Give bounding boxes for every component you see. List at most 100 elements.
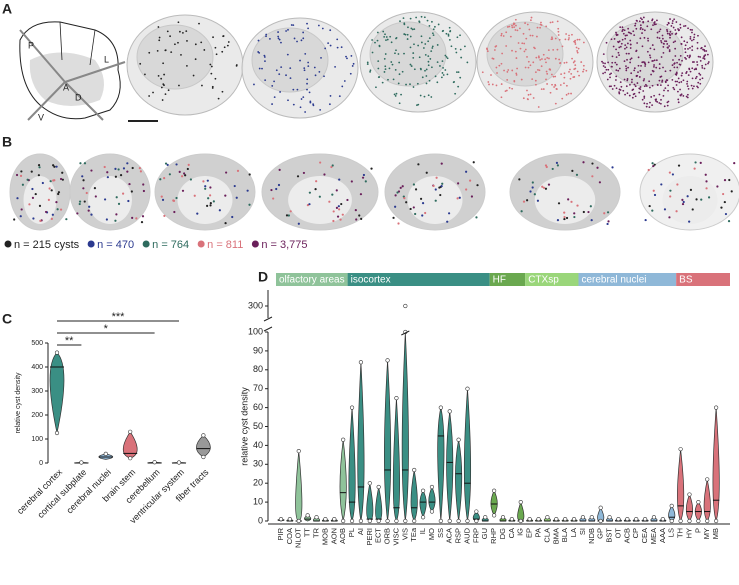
cyst-dot: [554, 102, 557, 105]
cyst-dot: [314, 188, 317, 191]
cyst-dot: [526, 199, 529, 202]
cyst-dot: [395, 92, 398, 95]
cyst-dot: [225, 171, 228, 174]
cyst-dot: [412, 86, 415, 88]
cyst-dot: [658, 79, 661, 82]
x-tick-label: AOB: [338, 528, 347, 544]
cyst-dot: [430, 50, 433, 52]
cyst-dot: [82, 187, 85, 190]
cyst-dot: [394, 205, 397, 208]
cyst-dot: [390, 41, 393, 44]
cyst-dot: [407, 26, 409, 29]
cyst-dot: [576, 38, 579, 41]
cyst-dot: [277, 35, 280, 38]
cyst-dot: [648, 204, 651, 208]
point: [669, 503, 674, 508]
cyst-dot: [447, 34, 450, 37]
cyst-dot: [523, 50, 526, 53]
cyst-dot: [542, 88, 545, 90]
cyst-dot: [509, 35, 512, 38]
cyst-dot: [674, 40, 677, 43]
cyst-dot: [697, 55, 700, 58]
cyst-dot: [157, 26, 160, 28]
point: [341, 518, 346, 524]
slice: [534, 176, 596, 224]
cyst-dot: [384, 65, 387, 68]
cyst-dot: [138, 167, 141, 170]
cyst-dot: [551, 21, 554, 24]
legend-label: n = 811: [207, 239, 243, 251]
y-tick-label: 100: [248, 326, 263, 336]
cyst-dot: [662, 46, 665, 48]
x-tick-label: MY: [702, 528, 711, 539]
cyst-dot: [432, 34, 435, 37]
cyst-dot: [707, 61, 710, 63]
cyst-dot: [401, 185, 404, 188]
point: [607, 515, 612, 520]
point: [589, 515, 594, 520]
cyst-dot: [680, 81, 683, 83]
cyst-dot: [180, 53, 182, 56]
cyst-dot: [641, 45, 644, 48]
cyst-dot: [533, 46, 535, 49]
cyst-dot: [611, 55, 614, 58]
cyst-dot: [431, 47, 434, 49]
cyst-dot: [649, 101, 651, 104]
cyst-dot: [296, 175, 300, 178]
cyst-dot: [434, 75, 437, 78]
point: [385, 518, 390, 524]
cyst-dot: [332, 219, 335, 223]
point: [358, 360, 364, 365]
cyst-dot: [653, 193, 657, 197]
cyst-dot: [223, 46, 226, 49]
cyst-dot: [139, 62, 142, 65]
cyst-dot: [44, 210, 48, 214]
cyst-dot: [59, 177, 63, 181]
cyst-dot: [331, 193, 334, 196]
cyst-dot: [723, 200, 726, 204]
cyst-dot: [651, 18, 654, 21]
cyst-dot: [194, 58, 197, 61]
cyst-dot: [459, 48, 462, 51]
axis-letter: L: [104, 54, 109, 64]
axis-letter: D: [75, 92, 82, 102]
cyst-dot: [613, 84, 616, 87]
cyst-dot: [448, 38, 451, 41]
cyst-dot: [672, 41, 675, 44]
cyst-dot: [561, 45, 564, 48]
cyst-dot: [457, 71, 460, 74]
cyst-dot: [672, 26, 675, 29]
cyst-dot: [542, 53, 545, 56]
cyst-dot: [695, 68, 698, 71]
cyst-dot: [557, 27, 560, 30]
x-tick-label: SS: [436, 528, 445, 538]
cyst-dot: [506, 79, 509, 81]
cyst-dot: [678, 81, 681, 84]
cyst-dot: [515, 24, 517, 27]
cyst-dot: [303, 69, 306, 72]
cyst-dot: [563, 76, 566, 79]
cyst-dot: [371, 51, 374, 54]
cyst-dot: [679, 54, 682, 57]
cyst-dot: [664, 81, 667, 84]
cyst-dot: [652, 164, 655, 168]
cyst-dot: [519, 27, 521, 30]
cyst-dot: [649, 47, 652, 50]
cyst-dot: [604, 71, 606, 74]
cyst-dot: [319, 161, 322, 164]
cyst-dot: [511, 69, 514, 72]
cyst-dot: [389, 35, 392, 38]
cyst-dot: [551, 38, 554, 40]
cyst-dot: [50, 189, 53, 192]
y-tick-label: 300: [248, 300, 263, 310]
y-tick-label: 0: [258, 515, 263, 525]
point: [500, 515, 506, 520]
cyst-dot: [643, 78, 646, 80]
cyst-dot: [418, 20, 421, 23]
cyst-dot: [166, 30, 169, 33]
cyst-dot: [487, 81, 490, 83]
cyst-dot: [703, 49, 706, 51]
cyst-dot: [666, 30, 669, 33]
cyst-dot: [529, 64, 532, 67]
